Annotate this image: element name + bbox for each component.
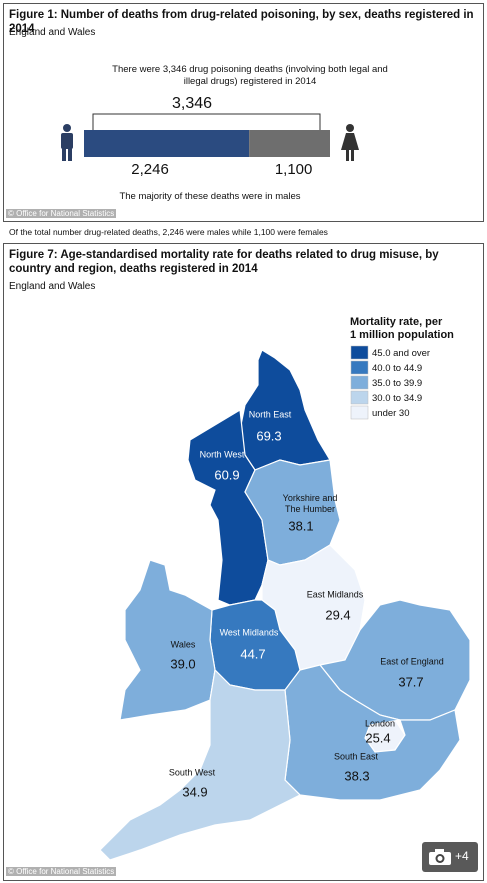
region-name: East of England (380, 656, 444, 667)
region-name: South East (333, 751, 379, 762)
region-name: South West (168, 767, 216, 778)
region (119, 559, 216, 721)
male-icon (61, 124, 73, 161)
fig1-chart: 2,246 1,100 3,346 (61, 95, 359, 178)
legend-title: Mortality rate, per 1 million population (350, 316, 454, 341)
region-value: 38.3 (344, 768, 370, 784)
fig1-subtitle: England and Wales (9, 27, 96, 38)
legend-swatch (350, 405, 369, 420)
region-value: 39.0 (170, 656, 196, 672)
region-value: 29.4 (325, 607, 351, 623)
legend-swatch (350, 345, 369, 360)
region-name: London (364, 718, 396, 729)
figure1 (3, 3, 484, 222)
legend-label: under 30 (372, 408, 410, 419)
bar-value-label: 2,246 (131, 161, 169, 178)
fig2-title: Figure 7: Age-standardised mortality rat… (9, 249, 439, 275)
legend-swatch (350, 375, 369, 390)
legend-label: 35.0 to 39.9 (372, 378, 422, 389)
female-icon (341, 124, 359, 161)
region-name: East Midlands (306, 589, 364, 600)
region (99, 668, 302, 861)
total-label: 3,346 (172, 95, 212, 112)
region-name: North West (199, 449, 245, 460)
region-name: West Midlands (219, 627, 279, 638)
caption: Of the total number drug-related deaths,… (9, 227, 328, 237)
region-name: Yorkshire and The Humber (282, 493, 338, 514)
region-name: North East (248, 409, 292, 420)
legend-label: 45.0 and over (372, 348, 430, 359)
region-value: 69.3 (256, 428, 282, 444)
region-value: 38.1 (288, 518, 314, 534)
bar-value-label: 1,100 (275, 161, 313, 178)
fig2-subtitle: England and Wales (9, 281, 96, 292)
legend-swatch (350, 390, 369, 405)
region-value: 37.7 (398, 674, 424, 690)
figure2 (3, 243, 484, 881)
region-name: Wales (170, 639, 196, 650)
region-value: 44.7 (240, 646, 266, 662)
legend-label: 40.0 to 44.9 (372, 363, 422, 374)
bar-segment (249, 130, 330, 157)
fig1-footer: The majority of these deaths were in mal… (119, 191, 301, 202)
region-value: 25.4 (365, 730, 391, 746)
badge-count: +4 (455, 849, 469, 863)
fig1-note: There were 3,346 drug poisoning deaths (… (112, 64, 388, 87)
region (187, 409, 269, 606)
legend-label: 30.0 to 34.9 (372, 393, 422, 404)
gallery-badge[interactable]: +4 (422, 842, 478, 872)
bar-segment (84, 130, 250, 157)
region-value: 34.9 (182, 784, 208, 800)
fig2-source: © Office for National Statistics (6, 867, 117, 876)
camera-icon (429, 849, 451, 865)
fig1-title: Figure 1: Number of deaths from drug-rel… (9, 9, 474, 35)
fig1-source: © Office for National Statistics (6, 209, 117, 218)
legend-swatch (350, 360, 369, 375)
total-bracket (92, 113, 321, 130)
region-value: 60.9 (214, 467, 240, 483)
